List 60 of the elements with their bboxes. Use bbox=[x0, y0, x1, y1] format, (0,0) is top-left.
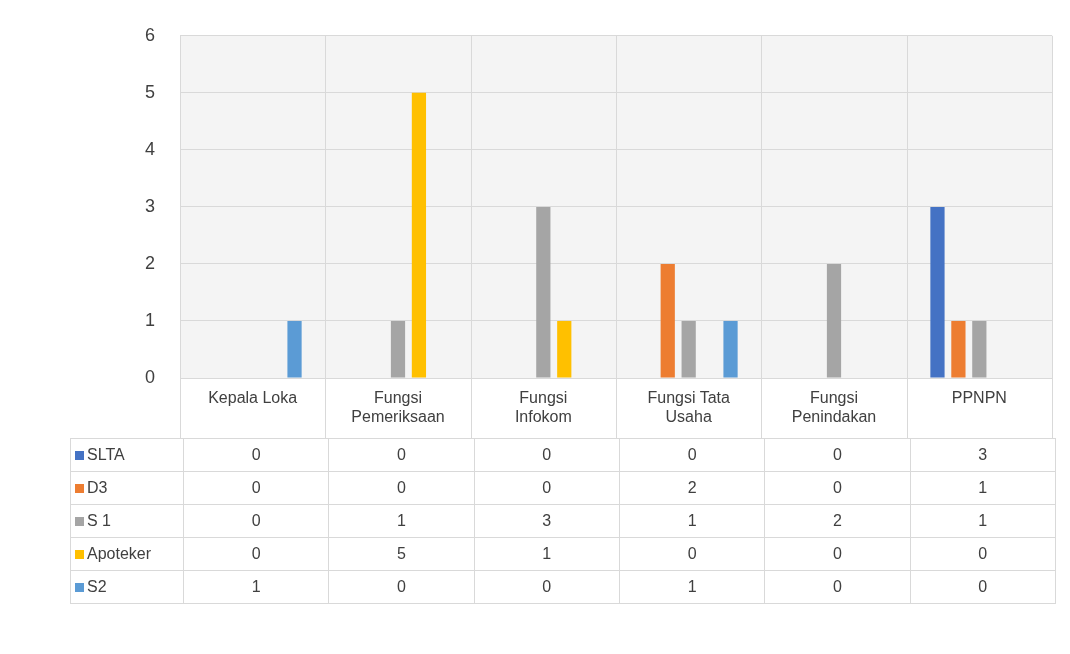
x-tick-label: Fungsi Infokom bbox=[514, 389, 572, 426]
data-label: 1 bbox=[474, 537, 620, 571]
y-tick-label: 2 bbox=[144, 252, 155, 273]
x-tick-label: Fungsi Pemeriksaan bbox=[351, 389, 445, 426]
data-label: 0 bbox=[328, 471, 475, 505]
bar bbox=[723, 320, 738, 378]
bar bbox=[660, 263, 675, 378]
bar bbox=[826, 263, 842, 378]
data-label: 2 bbox=[619, 471, 765, 505]
y-tick-label: 5 bbox=[144, 81, 155, 102]
data-label: 0 bbox=[474, 570, 620, 604]
data-label: 0 bbox=[328, 438, 475, 472]
x-tick-label: Fungsi Penindakan bbox=[791, 389, 877, 426]
data-label: 2 bbox=[764, 504, 911, 538]
x-tick-label: PPNPN bbox=[951, 389, 1007, 407]
data-label: 1 bbox=[910, 471, 1056, 505]
legend-label: SLTA bbox=[70, 438, 184, 472]
bar bbox=[411, 92, 427, 378]
data-label: 0 bbox=[183, 438, 329, 472]
data-label: 0 bbox=[910, 537, 1056, 571]
data-label: 5 bbox=[328, 537, 475, 571]
data-label: 1 bbox=[910, 504, 1056, 538]
legend-label: Apoteker bbox=[70, 537, 184, 571]
data-label: 0 bbox=[764, 570, 911, 604]
data-label: 0 bbox=[619, 537, 765, 571]
bar bbox=[390, 320, 406, 378]
bar bbox=[930, 206, 945, 378]
y-tick-label: 4 bbox=[144, 138, 155, 159]
data-label: 0 bbox=[328, 570, 475, 604]
data-label: 0 bbox=[910, 570, 1056, 604]
data-label: 0 bbox=[764, 537, 911, 571]
data-label: 0 bbox=[183, 471, 329, 505]
data-label: 1 bbox=[328, 504, 475, 538]
y-tick-label: 1 bbox=[144, 309, 155, 330]
legend-label: S 1 bbox=[70, 504, 184, 538]
data-label: 0 bbox=[474, 471, 620, 505]
y-tick-label: 3 bbox=[144, 195, 155, 216]
x-tick-label: Fungsi Tata Usaha bbox=[647, 389, 730, 426]
bar bbox=[681, 320, 696, 378]
data-label: 0 bbox=[764, 438, 911, 472]
bar bbox=[972, 320, 987, 378]
data-label: 0 bbox=[764, 471, 911, 505]
bar bbox=[951, 320, 966, 378]
y-tick-label: 6 bbox=[144, 24, 155, 45]
data-label: 0 bbox=[183, 504, 329, 538]
legend-label: D3 bbox=[70, 471, 184, 505]
x-tick-label: Kepala Loka bbox=[208, 389, 298, 407]
data-label: 3 bbox=[474, 504, 620, 538]
y-tick-label: 0 bbox=[144, 366, 155, 387]
bar bbox=[287, 320, 302, 378]
data-label: 1 bbox=[183, 570, 329, 604]
data-label: 1 bbox=[619, 570, 765, 604]
legend-label: S2 bbox=[70, 570, 184, 604]
data-label: 1 bbox=[619, 504, 765, 538]
data-label: 0 bbox=[619, 438, 765, 472]
data-label: 0 bbox=[474, 438, 620, 472]
bar bbox=[557, 320, 572, 378]
data-label: 3 bbox=[910, 438, 1056, 472]
bar bbox=[536, 206, 551, 378]
data-label: 0 bbox=[183, 537, 329, 571]
